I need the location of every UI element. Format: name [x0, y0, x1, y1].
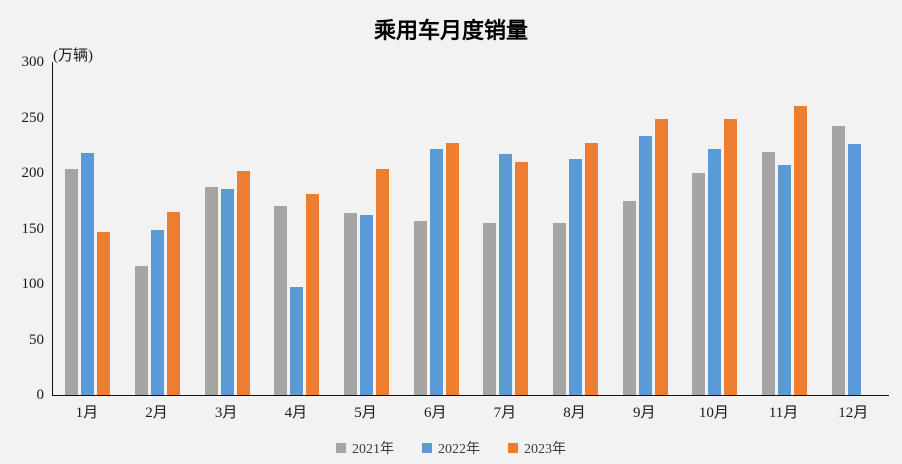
y-axis-unit-label: (万辆) — [53, 48, 93, 64]
x-axis-label-7月: 7月 — [493, 405, 517, 421]
bar-2022年-11月 — [778, 165, 792, 395]
bar-group-3月 — [192, 170, 262, 395]
bar-2023年-1月 — [97, 231, 111, 395]
bar-2022年-5月 — [360, 215, 374, 395]
x-axis-label-8月: 8月 — [563, 405, 586, 421]
y-axis-tick-labels: 0 50 100 150 200 250 300 — [0, 54, 45, 403]
y-axis-tick-250: 250 — [21, 109, 45, 126]
bar-2022年-4月 — [290, 287, 304, 395]
bar-group-6月 — [401, 143, 471, 395]
legend-label-2021年: 2021年 — [352, 442, 394, 457]
bar-2022年-6月 — [429, 148, 443, 395]
bar-2023年-10月 — [724, 118, 738, 395]
x-axis-label-6月: 6月 — [423, 405, 447, 421]
bar-2022年-12月 — [847, 144, 861, 395]
bar-group-4月 — [262, 194, 332, 395]
y-axis-tick-200: 200 — [21, 165, 45, 181]
bar-2021年-8月 — [553, 222, 567, 395]
bar-2022年-3月 — [220, 188, 234, 395]
x-axis-label-12月: 12月 — [838, 405, 869, 421]
x-axis-label-3月: 3月 — [214, 405, 238, 421]
legend-item-2021年: 2021年 — [336, 438, 394, 458]
bar-groups — [53, 62, 889, 395]
bar-2021年-4月 — [274, 206, 288, 395]
bar-2022年-8月 — [569, 158, 583, 395]
legend-item-2023年: 2023年 — [508, 438, 566, 458]
bar-2021年-12月 — [831, 126, 845, 395]
x-axis-labels: 1月 2月 3月 4月 5月 6月 7月 8月 9月 10月 11月 12月 — [52, 401, 888, 422]
bar-group-12月 — [819, 126, 889, 395]
legend-label-2022年: 2022年 — [438, 442, 480, 457]
y-axis-tick-300: 300 — [21, 54, 45, 70]
legend-label-2023年: 2023年 — [524, 442, 566, 457]
bar-2022年-2月 — [151, 229, 164, 395]
bar-2021年-5月 — [344, 213, 358, 395]
bar-group-7月 — [471, 154, 541, 395]
bar-2022年-9月 — [638, 136, 652, 395]
plot-area — [52, 62, 889, 396]
legend-swatch-2022年 — [422, 443, 432, 453]
x-axis-label-11月: 11月 — [768, 405, 799, 421]
bar-group-8月 — [541, 143, 611, 395]
bar-2023年-8月 — [585, 143, 599, 395]
bar-group-10月 — [680, 118, 750, 395]
y-axis-tick-150: 150 — [21, 220, 45, 237]
bar-2023年-3月 — [236, 170, 250, 395]
bar-group-1月 — [53, 153, 123, 395]
bar-2021年-7月 — [483, 222, 497, 395]
legend-swatch-2023年 — [508, 443, 518, 453]
bar-group-5月 — [332, 168, 402, 395]
y-axis-tick-0: 0 — [36, 387, 45, 403]
bar-group-11月 — [750, 106, 820, 395]
bar-2023年-11月 — [794, 106, 808, 395]
bar-2023年-7月 — [515, 161, 529, 395]
bar-2022年-7月 — [499, 154, 513, 395]
bar-2023年-9月 — [654, 118, 668, 395]
bar-2023年-4月 — [306, 194, 320, 395]
bar-group-2月 — [123, 211, 193, 395]
bar-2021年-6月 — [413, 220, 427, 395]
bar-2023年-6月 — [445, 143, 459, 395]
y-axis-tick-50: 50 — [29, 331, 44, 348]
x-axis-label-9月: 9月 — [632, 405, 656, 421]
bar-2021年-2月 — [135, 266, 148, 395]
bar-2021年-10月 — [692, 173, 706, 395]
x-axis-label-4月: 4月 — [284, 405, 308, 421]
x-axis-label-2月: 2月 — [145, 405, 168, 421]
legend-swatch-2021年 — [336, 443, 346, 453]
legend-item-2022年: 2022年 — [422, 438, 480, 458]
x-axis-label-5月: 5月 — [354, 405, 377, 421]
bar-2021年-3月 — [204, 187, 218, 395]
bar-2023年-5月 — [376, 168, 390, 395]
bar-2022年-1月 — [81, 153, 95, 395]
x-axis-label-1月: 1月 — [75, 405, 99, 421]
bar-2021年-9月 — [622, 200, 636, 395]
bar-2021年-11月 — [762, 151, 776, 395]
bar-2023年-2月 — [167, 211, 180, 395]
x-axis-label-10月: 10月 — [698, 405, 729, 421]
chart-title: 乘用车月度销量 — [373, 18, 528, 43]
y-axis-tick-100: 100 — [21, 276, 45, 292]
legend: 2021年 2022年 2023年 — [0, 438, 902, 458]
bar-2022年-10月 — [708, 148, 722, 395]
bar-2021年-1月 — [65, 168, 79, 395]
bar-group-9月 — [610, 118, 680, 395]
